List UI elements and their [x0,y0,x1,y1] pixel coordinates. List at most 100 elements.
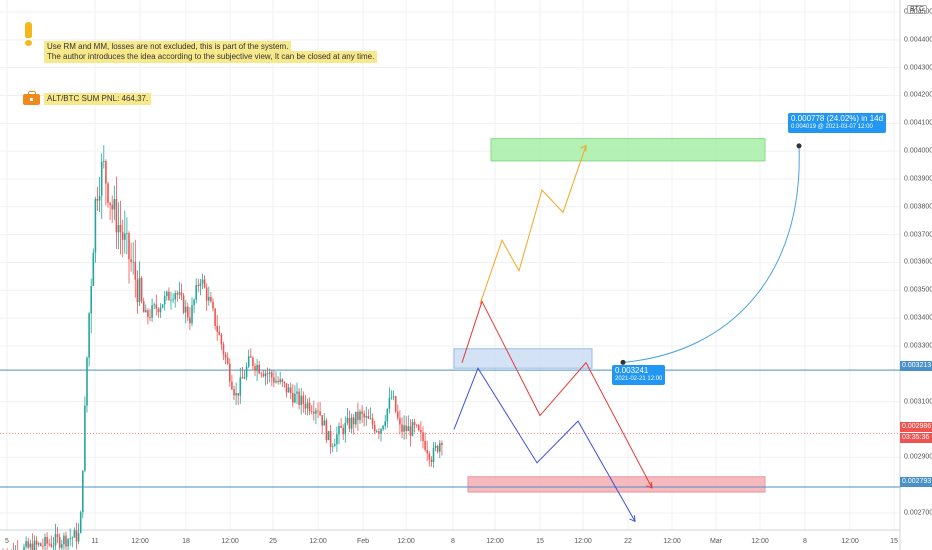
projection-start-sub: 2021-02-21 12:00 [615,376,663,382]
candle-body [436,445,439,452]
candle-body [151,305,153,318]
projection-start-dot [620,359,626,365]
candle-body [98,195,101,201]
candle-body [247,356,250,367]
candle-body [407,426,410,432]
current-price-tag: 0.002986 [900,422,932,432]
x-tick-label: 12:00 [486,538,504,545]
candle-body [96,198,99,201]
candle-body [180,292,183,296]
candle-body [161,304,164,308]
candle-body [363,413,365,418]
candle-body [239,377,242,396]
candle-body [58,537,61,548]
candle-body [149,317,151,318]
x-tick-label: 12:00 [221,538,239,545]
scenario-path-blue [453,367,636,522]
candle-body [277,380,279,383]
candle-body [369,418,372,420]
candle-body [241,377,244,379]
candle-body [176,293,179,295]
candle-body [271,372,273,378]
candle-body [346,417,349,423]
candle-body [210,296,212,302]
candle-body [285,383,288,393]
candle-body [376,431,378,433]
candle-body [390,397,393,399]
candle-body [138,277,141,303]
projection-target-label[interactable]: 0.000778 (24.02%) in 14d 0.004019 @ 2021… [788,113,887,133]
candle-body [266,373,269,375]
candle-body [245,366,248,378]
candle-body [281,379,284,382]
candle-body [340,425,342,428]
x-tick-label: 15 [536,538,544,545]
candle-body [352,417,355,425]
currency-badge[interactable]: BTC [907,5,927,14]
projection-start-label[interactable]: 0.003241 2021-02-21 12:00 [612,365,666,385]
candle-body [310,410,313,412]
y-tick-label: 0.002700 [904,509,932,517]
candle-body [88,313,90,358]
candle-body [323,420,326,426]
pnl-note: ALT/BTC SUM PNL: 464,37. [44,93,152,105]
candle-body [189,317,191,324]
candle-body [140,277,143,302]
x-tick-label: 15 [890,538,898,545]
arrow-head-red [646,481,653,489]
candle-body [132,261,134,263]
candle-body [428,453,431,460]
candle-body [355,411,357,425]
candle-body [394,396,397,412]
candle-body [208,296,210,301]
candle-body [203,279,206,288]
y-tick-label: 0.003800 [904,203,932,211]
x-tick-label: 11 [91,538,99,545]
candle-body [121,232,124,240]
candle-body [54,534,57,546]
y-tick-label: 0.003600 [904,258,932,266]
candle-body [315,410,317,414]
candle-body [71,537,74,539]
candle-body [126,233,128,234]
candle-body [243,377,246,379]
candle-body [205,287,208,301]
candle-body [348,417,351,429]
candle-body [31,543,34,550]
candle-body [296,391,298,394]
arrow-head-blue [629,515,636,523]
candle-body [233,389,235,396]
candle-body [422,432,424,442]
candle-body [289,387,292,394]
y-tick-label: 0.003400 [904,314,932,322]
candle-body [90,285,92,314]
candle-body [79,512,82,534]
candle-body [163,296,166,305]
candle-body [432,447,435,463]
y-tick-label: 0.003100 [904,398,932,406]
candle-body [128,233,130,260]
candle-body [77,533,80,542]
candle-body [69,538,71,540]
x-tick-label: 12:00 [574,538,592,545]
candle-body [229,363,231,382]
candle-body [218,331,221,335]
candle-body [361,411,363,414]
candle-body [33,540,36,550]
candle-body [111,204,113,210]
candle-body [258,364,260,374]
candle-body [159,307,162,313]
candle-body [27,541,29,548]
candle-body [113,198,116,210]
candle-body [44,536,46,546]
candle-body [193,299,195,306]
y-tick-label: 0.004200 [904,91,932,99]
candle-body [231,381,233,390]
x-tick-label: 5 [5,538,9,545]
candle-body [302,395,305,404]
candle-body [136,279,139,303]
exclamation-icon [25,22,32,46]
x-tick-label: Feb [356,538,370,545]
candle-body [212,301,214,309]
